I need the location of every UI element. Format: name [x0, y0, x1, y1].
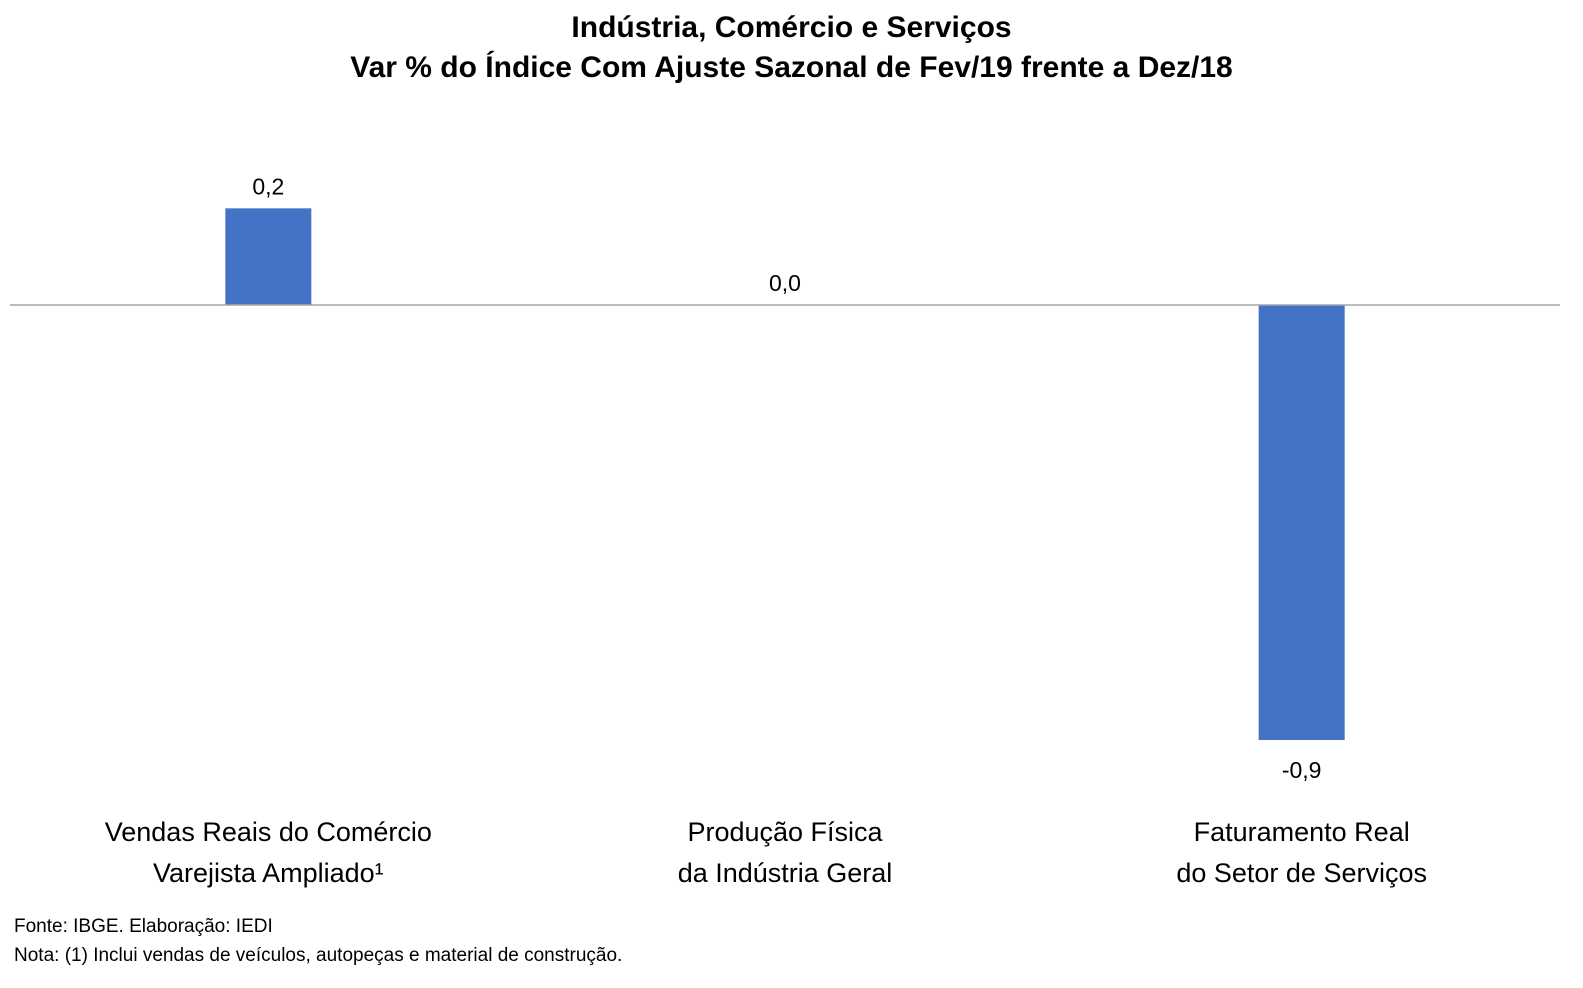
category-label-3-line-1: Faturamento Real: [1194, 817, 1410, 847]
bar-1: [225, 208, 312, 305]
footnote: Nota: (1) Inclui vendas de veículos, aut…: [14, 945, 623, 966]
data-label-2: 0,0: [769, 270, 801, 296]
data-label-3: -0,9: [1282, 757, 1322, 783]
chart-footer: Fonte: IBGE. Elaboração: IEDI Nota: (1) …: [14, 912, 622, 970]
category-label-2-line-2: da Indústria Geral: [678, 858, 893, 888]
data-label-1: 0,2: [252, 173, 284, 199]
category-label-3-line-2: do Setor de Serviços: [1176, 858, 1427, 888]
category-label-1-line-2: Varejista Ampliado¹: [153, 858, 384, 888]
source-note: Fonte: IBGE. Elaboração: IEDI: [14, 916, 273, 937]
category-label-2-line-1: Produção Física: [687, 817, 883, 847]
chart-title-block: Indústria, Comércio e Serviços Var % do …: [0, 8, 1583, 88]
chart-subtitle: Var % do Índice Com Ajuste Sazonal de Fe…: [350, 51, 1233, 84]
category-label-1-line-1: Vendas Reais do Comércio: [105, 817, 432, 847]
chart-title: Indústria, Comércio e Serviços: [571, 11, 1012, 44]
bar-3: [1258, 305, 1345, 740]
